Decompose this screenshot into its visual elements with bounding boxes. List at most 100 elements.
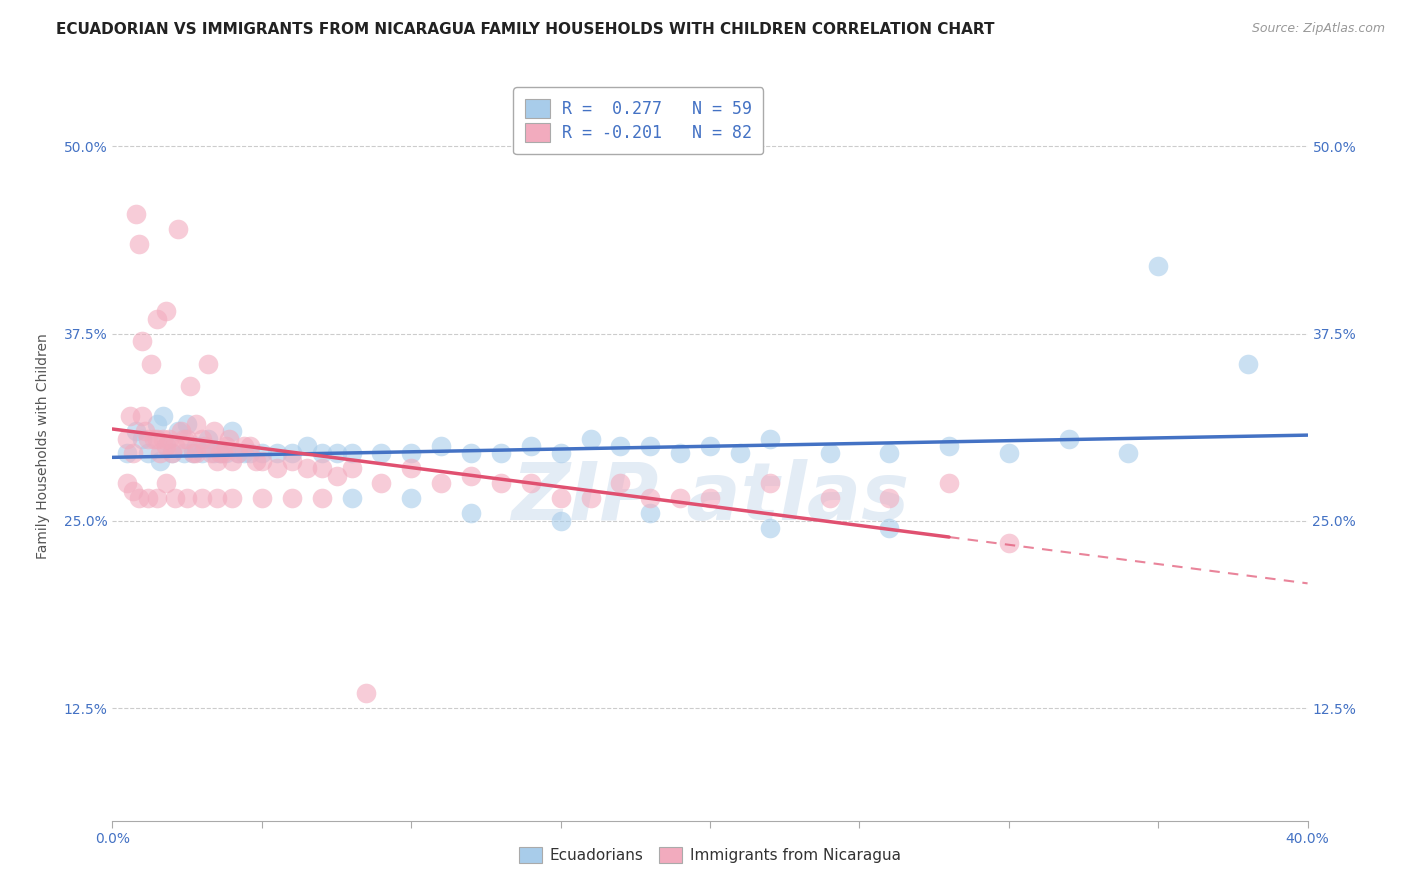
Point <box>460 507 482 521</box>
Point <box>460 469 482 483</box>
Point <box>640 491 662 506</box>
Point <box>181 446 204 460</box>
Point <box>205 454 228 468</box>
Point <box>131 432 153 446</box>
Point <box>117 432 139 446</box>
Point <box>356 686 378 700</box>
Point <box>197 357 219 371</box>
Point <box>489 446 512 460</box>
Point <box>167 221 190 235</box>
Point <box>818 446 841 460</box>
Point <box>146 491 169 506</box>
Point <box>266 446 288 460</box>
Point <box>122 446 145 460</box>
Point <box>245 454 267 468</box>
Point <box>167 424 190 438</box>
Point <box>311 446 333 460</box>
Point <box>162 446 183 460</box>
Point <box>138 432 160 446</box>
Point <box>311 461 333 475</box>
Point <box>233 439 256 453</box>
Point <box>186 446 208 460</box>
Point <box>401 446 423 460</box>
Point <box>370 476 392 491</box>
Point <box>759 476 782 491</box>
Point <box>295 461 318 475</box>
Point <box>141 357 163 371</box>
Text: ZIP atlas: ZIP atlas <box>510 459 910 538</box>
Point <box>266 461 288 475</box>
Point <box>1118 446 1140 460</box>
Point <box>1237 357 1260 371</box>
Point <box>281 491 304 506</box>
Point <box>155 304 177 318</box>
Point <box>550 514 572 528</box>
Point <box>157 432 180 446</box>
Point <box>134 424 156 438</box>
Point <box>226 446 249 460</box>
Point <box>138 446 160 460</box>
Point <box>152 409 174 423</box>
Point <box>550 491 572 506</box>
Point <box>250 446 273 460</box>
Point <box>239 446 262 460</box>
Point <box>325 469 347 483</box>
Point <box>146 311 169 326</box>
Point <box>281 454 304 468</box>
Point <box>173 432 195 446</box>
Point <box>340 446 363 460</box>
Point <box>938 476 960 491</box>
Point <box>239 439 262 453</box>
Point <box>430 476 453 491</box>
Point <box>250 454 273 468</box>
Point <box>401 491 423 506</box>
Point <box>609 439 631 453</box>
Point <box>640 439 662 453</box>
Point <box>579 432 602 446</box>
Point <box>143 432 166 446</box>
Point <box>281 446 304 460</box>
Point <box>170 424 193 438</box>
Point <box>176 491 198 506</box>
Point <box>340 461 363 475</box>
Point <box>212 446 235 460</box>
Point <box>155 439 177 453</box>
Point <box>370 446 392 460</box>
Point <box>191 491 214 506</box>
Point <box>120 409 142 423</box>
Point <box>186 417 208 431</box>
Point <box>221 491 243 506</box>
Point <box>128 491 150 506</box>
Point <box>186 439 208 453</box>
Point <box>430 439 453 453</box>
Point <box>520 476 543 491</box>
Point <box>640 507 662 521</box>
Point <box>131 409 153 423</box>
Point <box>215 446 238 460</box>
Point <box>226 446 249 460</box>
Point <box>728 446 751 460</box>
Point <box>155 439 177 453</box>
Point <box>340 491 363 506</box>
Legend: Ecuadorians, Immigrants from Nicaragua: Ecuadorians, Immigrants from Nicaragua <box>513 841 907 869</box>
Point <box>699 439 721 453</box>
Point <box>176 432 198 446</box>
Point <box>609 476 631 491</box>
Point <box>125 424 148 438</box>
Point <box>117 476 139 491</box>
Point <box>202 424 225 438</box>
Point <box>209 446 232 460</box>
Point <box>122 483 145 498</box>
Point <box>1057 432 1080 446</box>
Point <box>998 446 1021 460</box>
Point <box>146 417 169 431</box>
Point <box>699 491 721 506</box>
Point <box>879 491 901 506</box>
Point <box>218 432 240 446</box>
Point <box>146 432 169 446</box>
Point <box>818 491 841 506</box>
Point <box>579 491 602 506</box>
Point <box>202 446 225 460</box>
Point <box>194 439 217 453</box>
Point <box>401 461 423 475</box>
